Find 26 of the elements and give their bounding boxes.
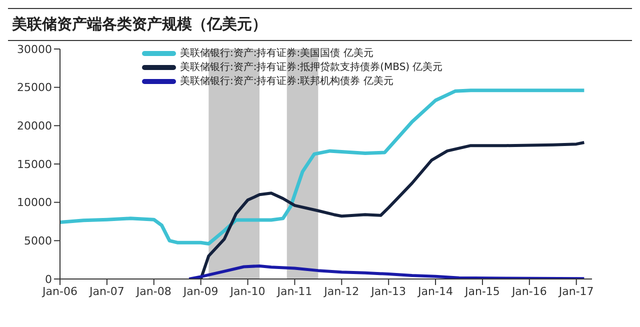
legend-label: 美联储银行:资产:持有证券:抵押贷款支持债券(MBS) 亿美元 — [180, 60, 443, 74]
line-series — [188, 264, 586, 279]
y-tick-label: 20000 — [17, 120, 52, 133]
x-tick-label: Jan-11 — [276, 284, 312, 298]
y-tick-label: 15000 — [17, 158, 52, 171]
chart-title: 美联储资产端各类资产规模（亿美元） — [8, 8, 632, 41]
y-tick-label: 25000 — [17, 81, 52, 94]
line-series — [199, 141, 586, 279]
x-tick-label: Jan-13 — [370, 284, 406, 298]
y-tick-label: 5000 — [24, 234, 52, 248]
legend-label: 美联储银行:资产:持有证券:美国国债 亿美元 — [180, 46, 374, 60]
x-tick-label: Jan-07 — [88, 284, 124, 298]
x-tick-label: Jan-17 — [558, 284, 594, 298]
y-tick-label: 0 — [45, 272, 52, 286]
x-tick-label: Jan-06 — [42, 284, 78, 298]
x-tick-label: Jan-16 — [510, 284, 547, 298]
legend-label: 美联储银行:资产:持有证券:联邦机构债券 亿美元 — [180, 74, 394, 88]
x-tick-label: Jan-09 — [182, 284, 218, 298]
y-tick-label: 30000 — [17, 42, 52, 56]
y-tick-label: 10000 — [17, 196, 52, 210]
x-tick-label: Jan-08 — [135, 284, 172, 298]
x-tick-label: Jan-15 — [464, 284, 500, 298]
x-tick-label: Jan-12 — [323, 284, 360, 298]
x-tick-label: Jan-10 — [229, 284, 266, 298]
line-series — [60, 88, 586, 246]
x-tick-label: Jan-14 — [417, 284, 453, 298]
